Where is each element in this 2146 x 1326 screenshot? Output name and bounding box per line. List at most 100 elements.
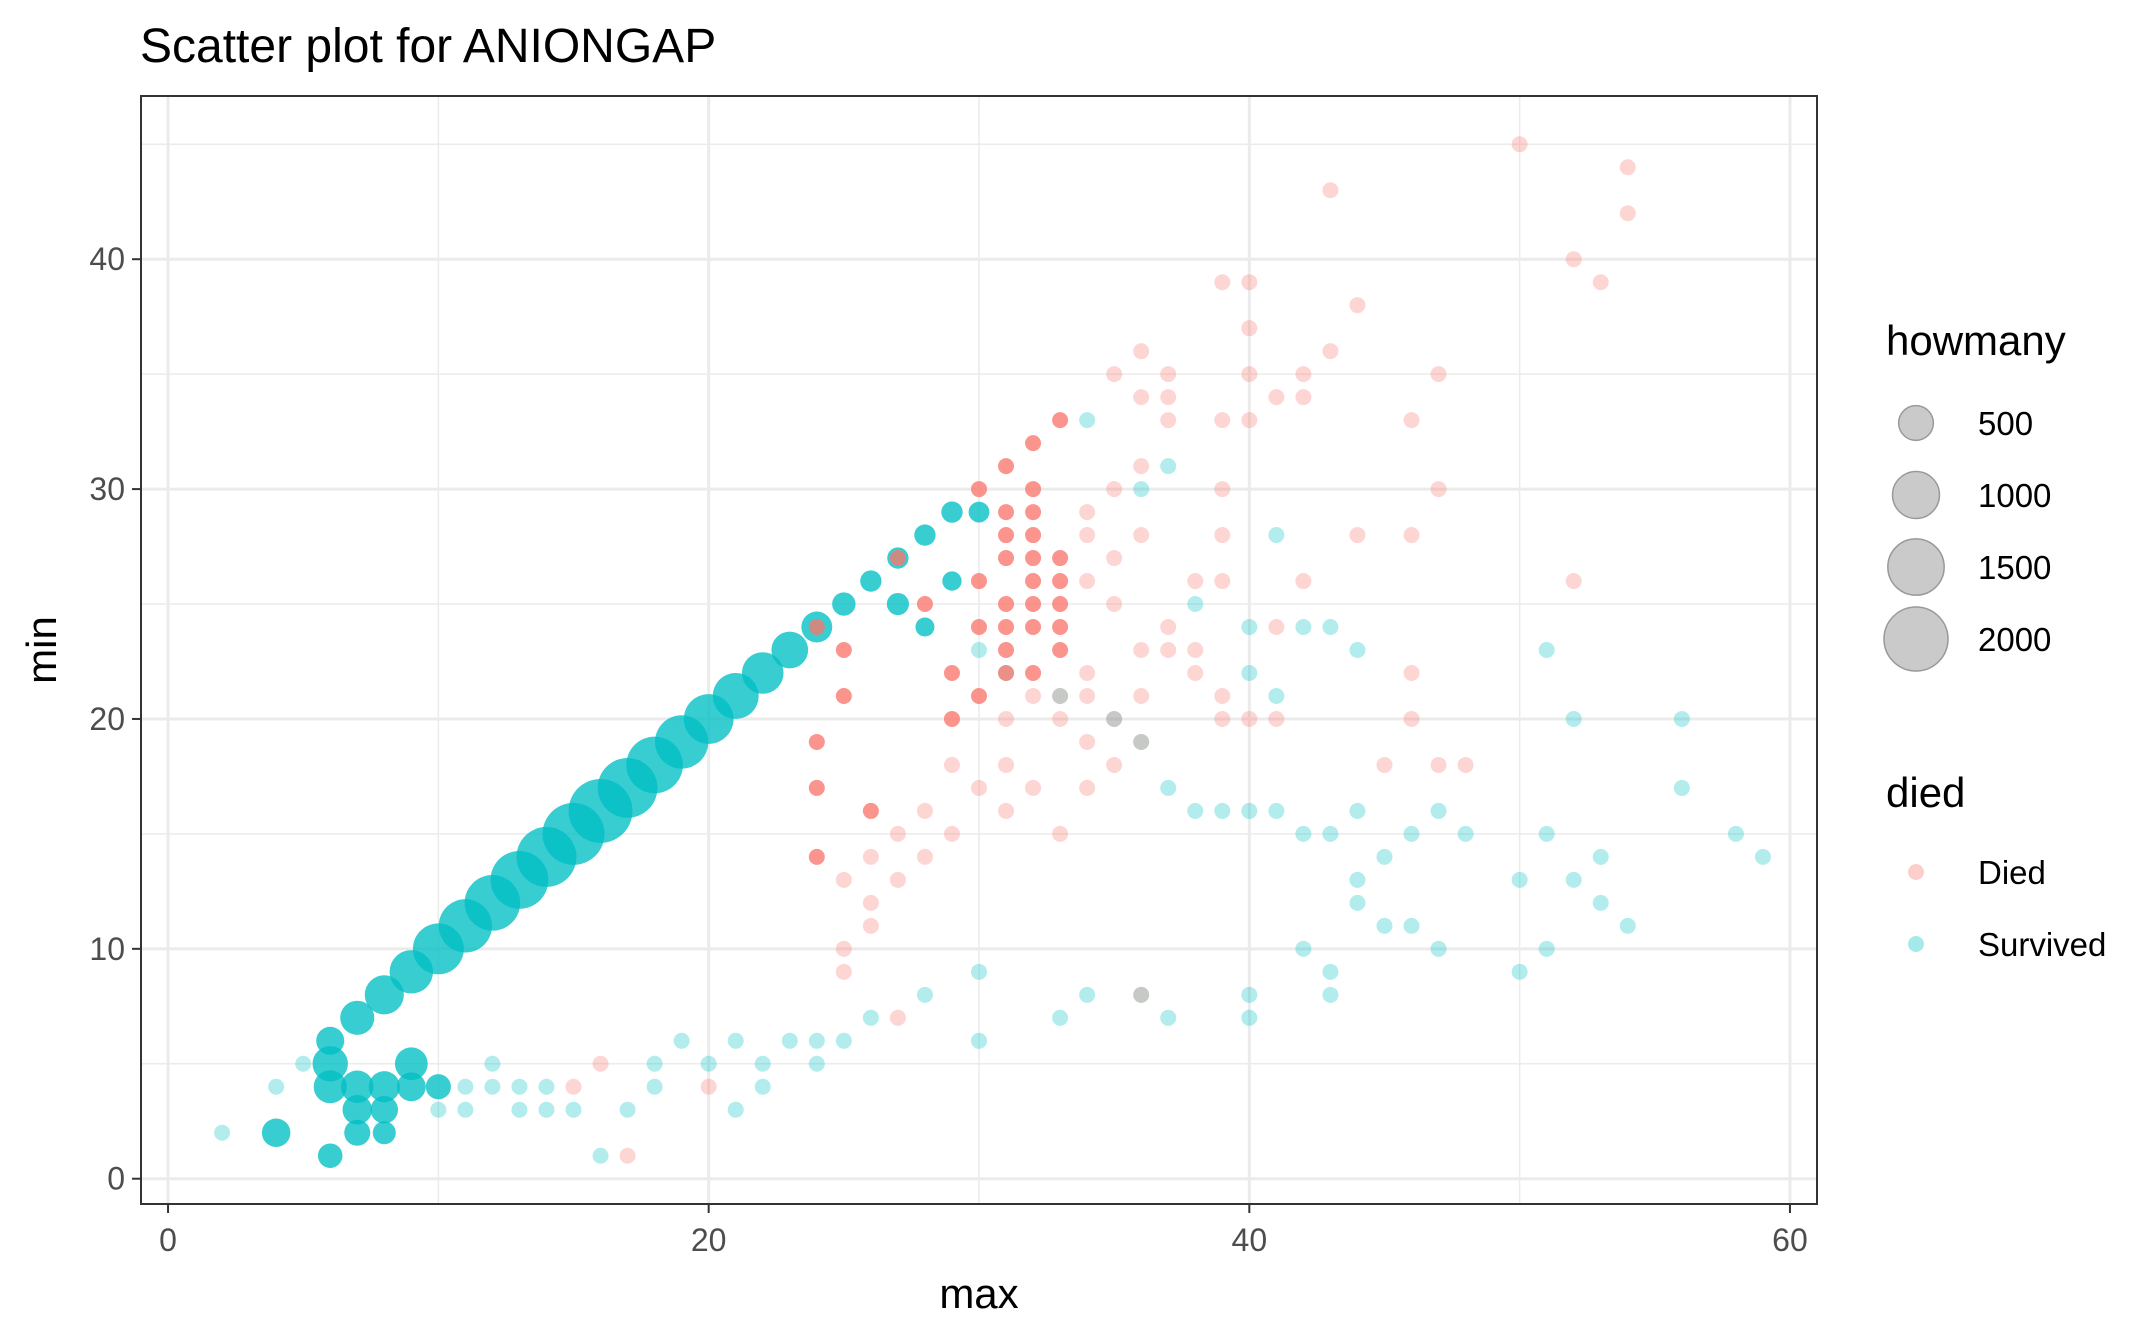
- data-point-survived: [1214, 802, 1231, 819]
- data-point-survived: [916, 986, 933, 1003]
- data-point-survived: [1592, 894, 1609, 911]
- data-point-survived: [1160, 458, 1177, 475]
- data-point-survived: [942, 571, 962, 591]
- data-point-survived: [1349, 894, 1366, 911]
- data-point-survived: [1295, 619, 1312, 636]
- data-point-died: [1133, 687, 1150, 704]
- data-point-survived: [673, 1032, 690, 1049]
- data-point-died: [889, 825, 906, 842]
- data-point-survived: [727, 1101, 744, 1118]
- data-point-survived: [484, 1078, 501, 1095]
- data-point-survived: [1511, 963, 1528, 980]
- data-point-died: [1079, 779, 1096, 796]
- plot-border: [140, 95, 1818, 1205]
- data-point-survived: [1538, 825, 1555, 842]
- data-point-survived: [781, 1032, 798, 1049]
- data-point-died: [1079, 504, 1096, 521]
- data-point-died: [835, 940, 852, 957]
- data-point-died: [1565, 251, 1582, 268]
- data-point-died: [998, 756, 1015, 773]
- data-point-died: [1052, 642, 1069, 658]
- data-point-died: [1133, 733, 1150, 750]
- data-point-survived: [1133, 733, 1150, 750]
- data-point-died: [1025, 527, 1042, 544]
- data-point-survived: [1079, 986, 1096, 1003]
- data-point-died: [1079, 664, 1096, 681]
- data-point-survived: [1241, 802, 1258, 819]
- data-point-survived: [971, 642, 987, 658]
- data-point-died: [1052, 710, 1069, 727]
- data-point-died: [1079, 573, 1096, 590]
- data-point-died: [971, 619, 987, 636]
- data-point-died: [862, 894, 879, 911]
- data-point-survived: [268, 1078, 285, 1095]
- data-point-died: [1187, 642, 1204, 658]
- data-point-died: [1052, 619, 1069, 636]
- data-point-survived: [394, 1047, 428, 1081]
- data-point-survived: [1565, 871, 1582, 888]
- data-point-died: [971, 481, 987, 498]
- data-point-survived: [484, 1055, 501, 1072]
- data-point-survived: [915, 617, 935, 637]
- data-point-died: [835, 687, 852, 704]
- data-point-died: [1106, 481, 1123, 498]
- legend-size-label: 1500: [1978, 549, 2051, 586]
- data-point-survived: [754, 1078, 771, 1095]
- data-point-died: [998, 642, 1015, 658]
- data-point-survived: [1322, 986, 1339, 1003]
- data-point-survived: [1268, 527, 1285, 544]
- data-point-survived: [1322, 825, 1339, 842]
- data-point-survived: [941, 501, 963, 523]
- data-point-survived: [1376, 848, 1393, 865]
- data-point-died: [1430, 756, 1447, 773]
- data-point-died: [971, 687, 987, 704]
- x-axis-label: max: [939, 1270, 1018, 1317]
- data-point-died: [1079, 687, 1096, 704]
- data-point-survived: [1295, 825, 1312, 842]
- data-point-survived: [1241, 619, 1258, 636]
- data-point-survived: [340, 1070, 374, 1104]
- data-point-survived: [646, 1078, 663, 1095]
- legend-size-label: 1000: [1978, 477, 2051, 514]
- data-point-survived: [914, 524, 936, 546]
- data-point-died: [1025, 481, 1042, 498]
- data-point-died: [1295, 366, 1312, 383]
- x-tick-label: 60: [1772, 1222, 1808, 1258]
- data-point-died: [1403, 710, 1420, 727]
- data-point-survived: [457, 1078, 474, 1095]
- data-point-survived: [425, 1074, 451, 1100]
- data-point-died: [998, 550, 1015, 567]
- data-point-survived: [1241, 1009, 1258, 1026]
- data-points: [214, 136, 1771, 1168]
- data-point-survived: [646, 1055, 663, 1072]
- data-point-survived: [261, 1118, 291, 1147]
- data-point-died: [1025, 596, 1042, 613]
- data-point-survived: [370, 1095, 399, 1124]
- data-point-survived: [1538, 642, 1555, 658]
- data-point-survived: [1133, 986, 1150, 1003]
- data-point-survived: [1160, 1009, 1177, 1026]
- axes: 0 20 40 60 0 10 20 30 40: [89, 241, 1807, 1258]
- data-point-died: [1403, 664, 1420, 681]
- data-point-died: [1025, 687, 1042, 704]
- data-point-survived: [971, 1032, 987, 1049]
- data-point-survived: [511, 1101, 528, 1118]
- data-point-survived: [430, 1101, 447, 1118]
- data-point-survived: [214, 1124, 231, 1141]
- data-point-died: [808, 733, 825, 750]
- y-tick-label: 40: [89, 241, 125, 277]
- data-point-died: [1025, 573, 1042, 590]
- data-point-survived: [860, 570, 882, 592]
- data-point-died: [862, 802, 879, 819]
- data-point-survived: [700, 1055, 717, 1072]
- data-point-died: [1511, 136, 1528, 153]
- data-point-died: [1403, 412, 1420, 429]
- data-point-died: [1268, 389, 1285, 406]
- data-point-survived: [1268, 802, 1285, 819]
- data-point-survived: [1619, 917, 1636, 934]
- data-point-died: [998, 619, 1015, 636]
- data-point-died: [1457, 756, 1474, 773]
- data-point-died: [1133, 458, 1150, 475]
- data-point-died: [1214, 573, 1231, 590]
